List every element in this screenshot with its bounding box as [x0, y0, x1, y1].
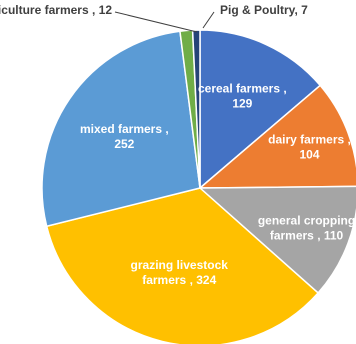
label-grazing-livestock-farmers: grazing livestock farmers , 324: [131, 258, 229, 287]
label-line: grazing livestock: [131, 258, 229, 272]
slice-cereal-farmers: [199, 29, 322, 190]
label-mixed-farmers: mixed farmers , 252: [80, 122, 169, 151]
label-line: cereal farmers ,: [198, 82, 287, 96]
pie-labels: cereal farmers , 129 dairy farmers , 104 gen…: [0, 3, 355, 287]
label-line: farmers , 324: [142, 273, 216, 287]
label-horticulture-farmers: horticulture farmers , 12: [0, 3, 112, 17]
label-line: farmers , 110: [270, 228, 344, 242]
slice-pig-poultry: [191, 29, 201, 189]
slice-grazing-livestock-farmers: [45, 187, 320, 344]
label-line: dairy farmers ,: [268, 132, 351, 146]
label-dairy-farmers: dairy farmers , 104: [268, 132, 351, 161]
slice-general-cropping-farmers: [198, 185, 356, 295]
label-general-cropping-farmers: general cropping farmers , 110: [258, 213, 355, 242]
label-line: 252: [114, 137, 134, 151]
label-cereal-farmers: cereal farmers , 129: [198, 82, 287, 111]
label-line: mixed farmers ,: [80, 122, 169, 136]
label-line: 129: [232, 97, 252, 111]
slice-dairy-farmers: [197, 84, 356, 189]
pie-slices: [41, 29, 356, 344]
label-line: general cropping: [258, 213, 355, 227]
leader-line-pig-poultry: [202, 11, 215, 29]
label-line: 104: [299, 147, 319, 161]
leader-line-horticulture-farmers: [114, 11, 198, 33]
slice-mixed-farmers: [41, 30, 201, 228]
label-pig-poultry: Pig & Poultry, 7: [220, 3, 308, 17]
